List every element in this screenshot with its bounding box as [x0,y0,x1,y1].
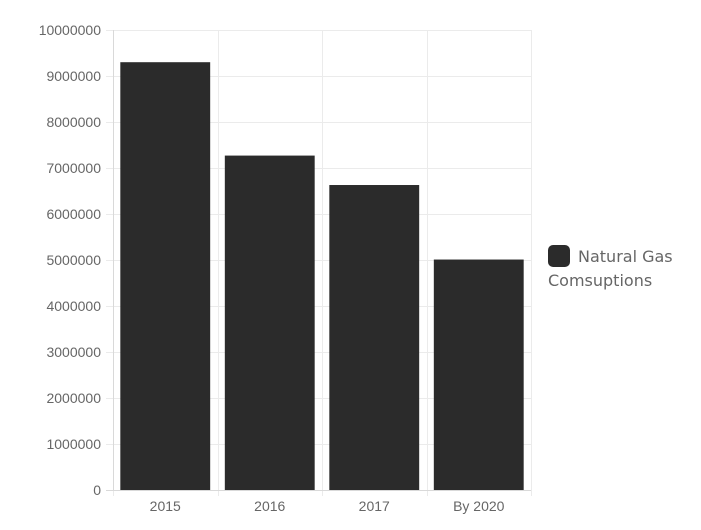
legend-swatch [548,245,570,267]
y-tick-label: 9000000 [46,68,101,84]
x-tick-label: 2015 [150,498,181,514]
y-tick-label: 2000000 [46,390,101,406]
bar [329,185,420,490]
y-tick-label: 10000000 [39,22,102,38]
x-axis: 2015 2016 2017 By 2020 [150,498,505,514]
y-tick-label: 7000000 [46,160,101,176]
y-tick-label: 6000000 [46,206,101,222]
bars [120,62,524,490]
y-tick-label: 0 [93,482,101,498]
y-axis: 0 1000000 2000000 3000000 4000000 5000000 6000… [39,22,102,498]
bar [120,62,211,490]
y-tick-label: 1000000 [46,436,101,452]
y-tick-label: 8000000 [46,114,101,130]
x-tick-label: 2016 [254,498,285,514]
y-tick-label: 4000000 [46,298,101,314]
legend-label: Natural Gas Comsuptions [548,247,673,290]
x-tick-label: By 2020 [453,498,505,514]
legend[interactable]: Natural Gas Comsuptions [548,245,698,293]
y-tick-label: 5000000 [46,252,101,268]
y-tick-label: 3000000 [46,344,101,360]
bar [224,155,315,490]
x-tick-label: 2017 [359,498,390,514]
bar [433,259,524,490]
